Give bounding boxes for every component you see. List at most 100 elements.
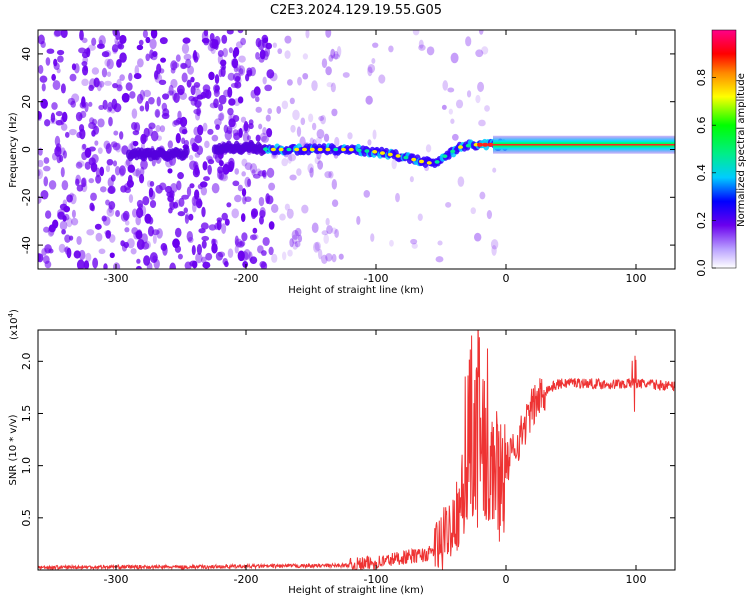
spectrogram-cell: [249, 256, 258, 264]
spectrogram-cell: [425, 144, 432, 153]
spectrogram-cell: [492, 167, 497, 173]
spectrogram-cell: [241, 158, 248, 167]
spectrogram-cell: [88, 84, 94, 92]
spectrogram-cell: [194, 152, 201, 158]
spectrogram-cell: [257, 170, 266, 177]
spectrogram-cell: [119, 52, 127, 63]
spectrogram-cell: [132, 140, 139, 147]
spectrogram-cell: [39, 75, 48, 83]
spectrogram-cell: [142, 196, 150, 206]
spectrogram-cell: [183, 53, 192, 61]
spectrogram-cell: [136, 207, 144, 219]
spectrogram-cell: [116, 59, 122, 68]
spectrogram-cell: [180, 63, 188, 69]
spectrogram-cell: [450, 118, 455, 124]
spectrogram-cell: [262, 127, 267, 136]
spectrogram-cell: [129, 91, 136, 99]
colorbar-tick-label: 0.6: [695, 116, 708, 134]
spectrogram-cell: [292, 241, 299, 250]
spectrogram-cell: [308, 113, 314, 123]
spectrogram-cell: [259, 261, 267, 268]
spectrogram-cell: [117, 41, 123, 49]
spectrogram-cell: [144, 100, 150, 112]
ridge-peak: [450, 149, 456, 154]
spectrogram-cell: [234, 168, 240, 175]
spectrogram-cell: [391, 159, 397, 170]
spectrogram-cell: [221, 223, 227, 234]
spectrogram-cell: [331, 108, 338, 117]
spectrogram-cell: [249, 234, 257, 241]
spectrogram-cell: [259, 132, 267, 142]
spectrogram-cell: [314, 156, 321, 165]
spectrogram-cell: [181, 137, 186, 145]
spectrogram-cell: [202, 161, 208, 171]
spectrogram-cell: [279, 213, 286, 221]
spectrogram-cell: [93, 125, 100, 135]
spectrogram-cell: [200, 186, 208, 196]
chart-title: C2E3.2024.129.19.55.G05: [270, 3, 442, 18]
spectrogram-cell: [124, 187, 131, 194]
spectrogram-cell: [448, 108, 453, 115]
spectrogram-cell: [93, 77, 100, 88]
spectrogram-cell: [284, 50, 291, 59]
spectrogram-cell: [76, 184, 84, 192]
spectrogram-cell: [139, 89, 145, 101]
spectrogram-cell: [193, 161, 199, 170]
spectrogram-cell: [186, 186, 192, 197]
spectrogram-cell: [94, 223, 102, 230]
spectrogram-cell: [367, 66, 373, 77]
spectrogram-cell: [66, 247, 72, 259]
spectrogram-cell: [145, 53, 151, 62]
spectrogram-cell: [255, 106, 262, 113]
spectrogram-cell: [160, 57, 167, 63]
spectrogram-cell: [249, 66, 256, 77]
spectrogram-cell: [297, 234, 303, 243]
spectrogram-cell: [70, 217, 79, 226]
spectrogram-cell: [232, 129, 239, 137]
spectrogram-cell: [272, 42, 277, 48]
spectrogram-cell: [55, 111, 63, 117]
spectrogram-cell: [108, 204, 113, 214]
spectrogram-cell: [267, 108, 273, 115]
spectrogram-cell: [69, 73, 77, 82]
spectrogram-cell: [182, 37, 191, 44]
spectrogram-x-ticks: -300 -200 -100 0 100: [104, 30, 647, 285]
spectrogram-cell: [317, 248, 323, 260]
spectrogram-cell: [247, 178, 252, 187]
spectrogram-cell: [294, 227, 302, 237]
spectrogram-cell: [291, 234, 298, 245]
spectrogram-cell: [111, 98, 118, 110]
colorbar-tick-label: 0.2: [695, 212, 708, 230]
spectrogram-cell: [46, 48, 55, 54]
ridge-peak: [387, 152, 393, 157]
spectrogram-cell: [104, 58, 111, 67]
spectrogram-cell: [484, 105, 490, 112]
spectrogram-cell: [81, 182, 88, 193]
spectrogram-cell: [119, 165, 126, 176]
snr-scale-factor: (x104): [7, 309, 20, 340]
spectrogram-cell: [81, 96, 86, 108]
spectrogram-cell: [481, 46, 489, 55]
y-tick-label: 1.5: [20, 405, 33, 423]
spectrogram-cell: [200, 256, 207, 264]
spectrogram-cell: [334, 228, 339, 239]
spectrogram-cell: [221, 212, 228, 221]
spectrogram-cell: [228, 160, 235, 171]
spectrogram-cell: [258, 196, 265, 207]
colorbar-ticks: 0.0 0.2 0.4 0.6 0.8: [695, 69, 716, 277]
spectrogram-cell: [363, 190, 371, 198]
spectrogram-cell: [92, 124, 98, 132]
spectrogram-cell: [105, 230, 111, 239]
spectrogram-cell: [491, 245, 497, 256]
spectrogram-cell: [43, 176, 49, 187]
x-tick-label: -100: [364, 272, 389, 285]
spectrogram-cell: [266, 69, 275, 79]
spectrogram-cell: [88, 178, 95, 184]
spectrogram-cell: [281, 158, 288, 167]
spectrogram-cell: [99, 80, 105, 88]
spectrogram-cell: [187, 65, 195, 75]
y-tick-label: 40: [20, 47, 33, 61]
spectrogram-cell: [261, 135, 269, 143]
spectrogram-cell: [177, 172, 184, 180]
spectrogram-cell: [217, 113, 224, 121]
